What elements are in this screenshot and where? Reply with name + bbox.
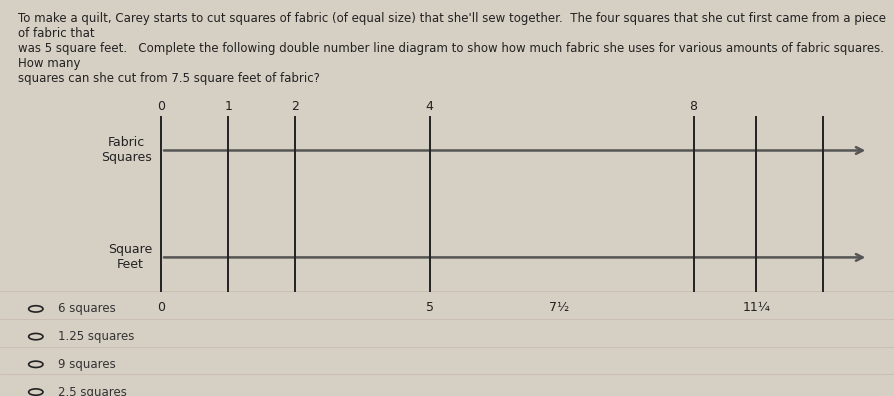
Text: 1: 1 [224, 101, 232, 113]
Text: 0: 0 [157, 301, 164, 314]
Text: 9 squares: 9 squares [58, 358, 116, 371]
Text: 8: 8 [689, 101, 696, 113]
Text: 4: 4 [426, 101, 433, 113]
Text: 6 squares: 6 squares [58, 303, 116, 315]
Text: 5: 5 [426, 301, 433, 314]
Text: 1.25 squares: 1.25 squares [58, 330, 134, 343]
Text: To make a quilt, Carey starts to cut squares of fabric (of equal size) that she': To make a quilt, Carey starts to cut squ… [18, 12, 887, 85]
Text: 2.5 squares: 2.5 squares [58, 386, 127, 396]
Text: 0: 0 [157, 101, 164, 113]
Text: 7½: 7½ [549, 301, 569, 314]
Text: Fabric
Squares: Fabric Squares [101, 137, 152, 164]
Text: 11¼: 11¼ [741, 301, 770, 314]
Text: Square
Feet: Square Feet [108, 244, 152, 271]
Text: 2: 2 [291, 101, 299, 113]
